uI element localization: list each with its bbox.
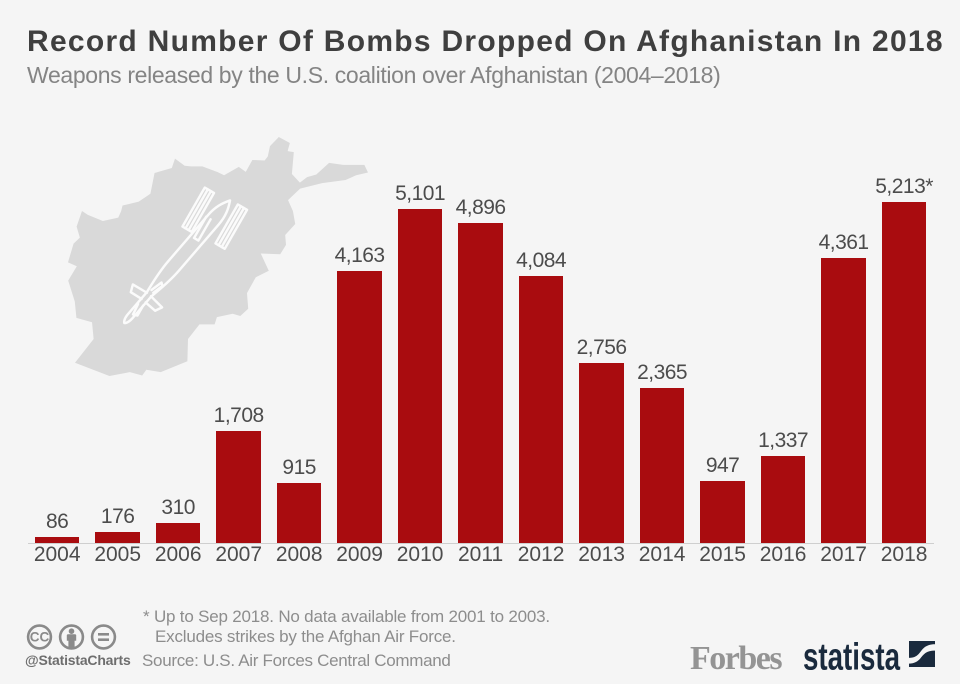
svg-text:statista: statista: [803, 637, 901, 677]
svg-text:CC: CC: [30, 630, 50, 645]
